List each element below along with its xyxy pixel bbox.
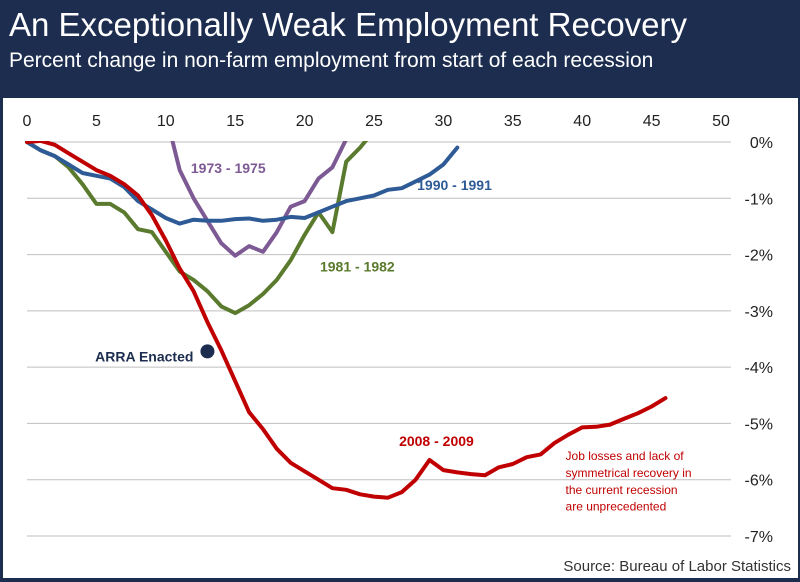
arra-label: ARRA Enacted [95,348,193,364]
x-tick-label: 50 [712,113,730,130]
y-tick-label: -5% [745,416,773,433]
source-credit: Source: Bureau of Labor Statistics [563,558,791,575]
page-subtitle: Percent change in non-farm employment fr… [9,49,654,72]
series-line-1973-1975 [170,141,348,258]
x-tick-label: 45 [643,113,661,130]
note-line: are unprecedented [566,500,667,514]
x-tick-label: 0 [23,113,32,130]
y-tick-label: -4% [745,360,773,377]
x-tick-label: 15 [226,113,244,130]
series-label: 1990 - 1991 [417,177,492,193]
annotations: ARRA Enacted Job losses and lack of symmet… [95,344,692,514]
y-axis-ticks: 0% -1% -2% -3% -4% -5% -6% -7% [745,135,773,546]
note-line: the current recession [566,483,678,497]
series-label: 1981 - 1982 [320,258,395,274]
y-tick-label: -6% [745,473,773,490]
x-tick-label: 30 [435,113,453,130]
series-labels: 1973 - 1975 1981 - 1982 1990 - 1991 2008 - … [191,160,492,449]
series-line-1990-1991 [25,141,460,226]
series-line-2008-2009 [25,141,668,500]
grid-layer [27,141,731,537]
series-label: 2008 - 2009 [399,433,474,449]
x-tick-label: 5 [92,113,101,130]
series-layer [25,141,668,500]
x-tick-label: 25 [365,113,383,130]
note-line: symmetrical recovery in [566,466,692,480]
series-line-1981-1982 [25,141,369,316]
x-tick-label: 40 [573,113,591,130]
x-axis-ticks: 0 5 10 15 20 25 30 35 40 45 50 [23,113,730,130]
series-label: 1973 - 1975 [191,160,266,176]
y-tick-label: 0% [750,135,773,152]
x-tick-label: 35 [504,113,522,130]
x-tick-label: 20 [296,113,314,130]
y-tick-label: -1% [745,191,773,208]
x-tick-label: 10 [157,113,175,130]
note-line: Job losses and lack of [566,449,685,463]
y-tick-label: -7% [745,529,773,546]
line-chart: 0 5 10 15 20 25 30 35 40 45 50 0% -1% -2% -3% -4% -5% -6… [23,113,791,575]
arra-marker [200,344,215,359]
page-title: An Exceptionally Weak Employment Recover… [9,6,688,43]
y-tick-label: -3% [745,304,773,321]
y-tick-label: -2% [745,248,773,265]
plot-panel: 0 5 10 15 20 25 30 35 40 45 50 0% -1% -2% -3% -4% -5% -6… [3,98,798,578]
